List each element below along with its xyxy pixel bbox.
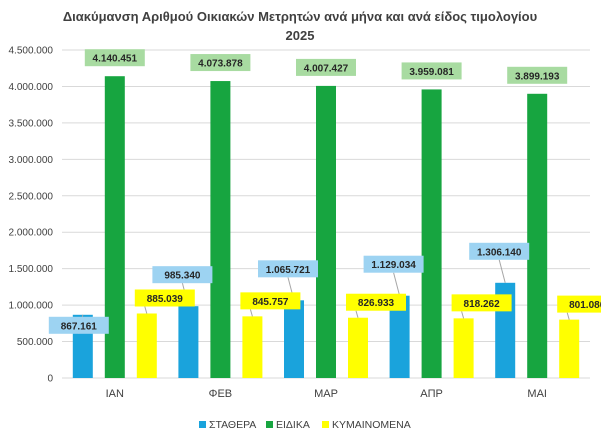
data-label-box xyxy=(240,292,301,310)
x-axis-categories: ΙΑΝ ΦΕΒ ΜΑΡ ΑΠΡ ΜΑΙ xyxy=(106,388,547,400)
x-category-label: ΜΑΡ xyxy=(314,388,338,400)
label-connector xyxy=(461,311,465,319)
data-label: 801.086 xyxy=(569,300,601,311)
data-labels: 867.161 4.140.451 885.039 985.340 4.073.878 8… xyxy=(48,49,601,334)
data-label: 1.065.721 xyxy=(266,265,311,276)
legend-swatch-σταθερα xyxy=(199,421,206,428)
label-connector xyxy=(249,309,253,317)
label-connector xyxy=(393,272,401,296)
data-label-box xyxy=(190,54,251,72)
y-tick-label: 500.000 xyxy=(17,337,54,348)
data-label: 4.073.878 xyxy=(198,59,243,70)
data-label: 985.340 xyxy=(164,271,201,282)
data-label: 818.262 xyxy=(464,299,501,310)
data-label-box xyxy=(296,58,356,76)
bar-σταθερα-2 xyxy=(284,300,304,378)
legend: ΣΤΑΘΕΡΑ ΕΙΔΙΚΑ ΚΥΜΑΙΝΟΜΕΝΑ xyxy=(199,419,411,431)
bar-σταθερα-3 xyxy=(389,295,410,378)
data-label: 4.140.451 xyxy=(93,54,138,65)
data-label: 1.129.034 xyxy=(371,260,416,271)
x-category-label: ΙΑΝ xyxy=(106,388,124,400)
data-label: 826.933 xyxy=(358,298,395,309)
bar-ειδικα-3 xyxy=(421,89,442,378)
x-category-label: ΑΠΡ xyxy=(420,388,443,400)
legend-swatch-ειδικα xyxy=(266,421,273,428)
y-axis-ticks: 0 500.000 1.000.000 1.500.000 2.000.000 2.500… xyxy=(9,46,54,385)
y-tick-label: 0 xyxy=(47,374,53,385)
bar-ειδικα-0 xyxy=(104,76,125,379)
legend-label: ΕΙΔΙΚΑ xyxy=(276,419,310,431)
x-category-label: ΜΑΙ xyxy=(527,388,547,400)
data-label-box xyxy=(258,260,318,278)
chart-subtitle: 2025 xyxy=(286,28,315,43)
data-label-box xyxy=(451,294,512,312)
label-connector xyxy=(144,306,148,314)
bar-ειδικα-1 xyxy=(210,81,231,378)
bar-κυμαινομενα-3 xyxy=(453,318,474,378)
data-label-box xyxy=(134,289,195,307)
bar-κυμαινομενα-2 xyxy=(348,317,368,378)
label-connector xyxy=(355,310,359,318)
legend-swatch-κυμαινομενα xyxy=(322,421,329,428)
bar-σταθερα-1 xyxy=(178,306,199,378)
data-label: 845.757 xyxy=(252,297,289,308)
data-label: 3.899.193 xyxy=(515,71,560,82)
chart-title: Διακύμανση Αριθμού Οικιακών Μετρητών ανά… xyxy=(63,9,538,24)
data-label-box xyxy=(507,66,568,84)
bar-ειδικα-2 xyxy=(316,85,336,378)
bar-κυμαινομενα-0 xyxy=(136,313,157,378)
bar-κυμαινομενα-4 xyxy=(559,319,580,378)
data-label-box xyxy=(152,266,213,284)
data-label: 3.959.081 xyxy=(409,67,454,78)
y-tick-label: 3.000.000 xyxy=(9,155,54,166)
data-label: 885.039 xyxy=(147,294,184,305)
y-tick-label: 3.500.000 xyxy=(9,118,54,129)
legend-label: ΣΤΑΘΕΡΑ xyxy=(209,419,256,431)
data-label-box xyxy=(469,242,530,260)
label-connector xyxy=(566,312,570,320)
data-label: 867.161 xyxy=(61,321,98,332)
data-label-box xyxy=(48,316,109,334)
data-label-box xyxy=(84,49,145,67)
bar-κυμαινομενα-1 xyxy=(242,316,263,378)
y-tick-label: 4.000.000 xyxy=(9,82,54,93)
bar-ειδικα-4 xyxy=(527,93,548,379)
data-label-box xyxy=(401,62,462,80)
data-label: 1.306.140 xyxy=(477,247,522,258)
y-tick-label: 1.000.000 xyxy=(9,301,54,312)
x-category-label: ΦΕΒ xyxy=(209,388,232,400)
data-label-box xyxy=(346,293,406,311)
legend-label: ΚΥΜΑΙΝΟΜΕΝΑ xyxy=(332,419,411,431)
y-tick-label: 2.500.000 xyxy=(9,191,54,202)
y-tick-label: 2.000.000 xyxy=(9,228,54,239)
data-label-box xyxy=(557,295,601,313)
y-tick-label: 1.500.000 xyxy=(9,264,54,275)
bars xyxy=(72,76,580,379)
label-connector xyxy=(498,259,506,283)
data-label-box xyxy=(363,255,424,273)
y-tick-label: 4.500.000 xyxy=(9,46,54,57)
data-label: 4.007.427 xyxy=(304,63,349,74)
